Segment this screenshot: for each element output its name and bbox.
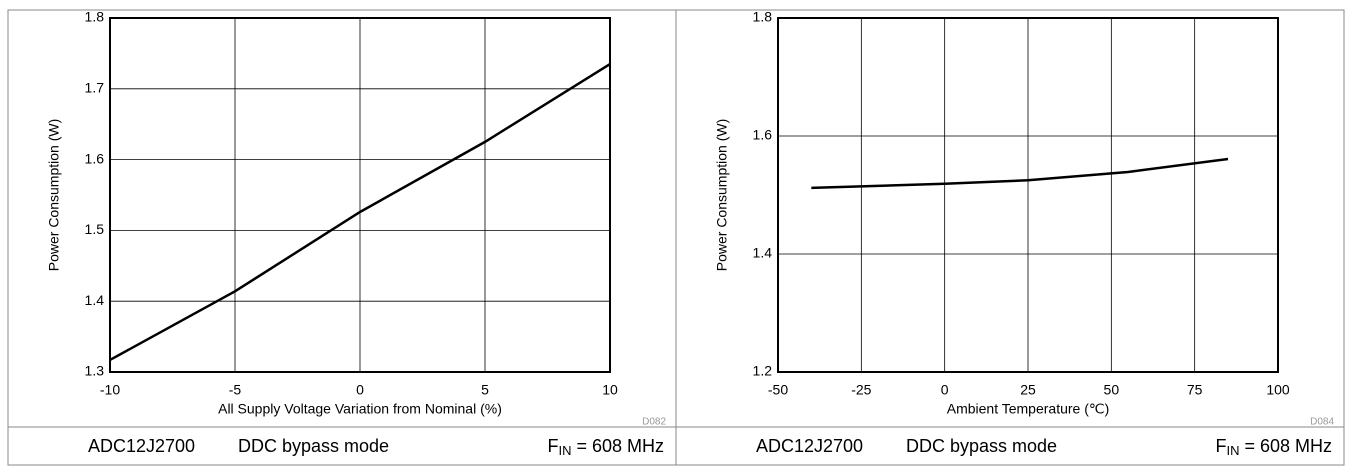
x-tick-label: -50 xyxy=(768,382,788,398)
plot-border xyxy=(109,17,611,373)
fin-symbol: F xyxy=(547,436,558,456)
fin-value: = 608 MHz xyxy=(571,436,664,456)
x-tick-label: 50 xyxy=(1104,382,1120,398)
x-tick-label: 25 xyxy=(1020,382,1036,398)
footer-mode: DDC bypass mode xyxy=(238,436,389,456)
y-tick-label: 1.8 xyxy=(85,9,105,25)
fin-symbol: F xyxy=(1215,436,1226,456)
panel-border xyxy=(675,9,1345,466)
y-tick-label: 1.4 xyxy=(85,292,105,308)
fin-subscript: IN xyxy=(558,443,571,458)
x-tick-label: 10 xyxy=(602,382,618,398)
fin-value: = 608 MHz xyxy=(1239,436,1332,456)
footer-device: ADC12J2700 xyxy=(756,436,863,456)
y-tick-label: 1.5 xyxy=(85,221,105,237)
x-tick-label: -5 xyxy=(229,382,242,398)
y-tick-label: 1.4 xyxy=(753,245,773,261)
x-tick-label: 75 xyxy=(1187,382,1203,398)
y-tick-label: 1.7 xyxy=(85,80,105,96)
y-tick-label: 1.8 xyxy=(753,9,773,25)
x-tick-label: 0 xyxy=(356,382,364,398)
figure-id: D082 xyxy=(642,417,666,428)
data-line xyxy=(109,62,611,362)
y-tick-label: 1.6 xyxy=(85,150,105,166)
plot-border xyxy=(777,17,1279,373)
footer-fin: FIN = 608 MHz xyxy=(1215,436,1332,459)
footer-device: ADC12J2700 xyxy=(88,436,195,456)
x-tick-label: 5 xyxy=(481,382,489,398)
footer-mode: DDC bypass mode xyxy=(906,436,1057,456)
y-tick-label: 1.3 xyxy=(85,363,105,379)
y-axis-label: Power Consumption (W) xyxy=(46,119,62,272)
x-axis-label: All Supply Voltage Variation from Nomina… xyxy=(218,401,502,417)
y-tick-label: 1.6 xyxy=(753,127,773,143)
y-tick-label: 1.2 xyxy=(753,363,773,379)
footer-fin: FIN = 608 MHz xyxy=(547,436,664,459)
x-tick-label: -10 xyxy=(100,382,120,398)
fin-subscript: IN xyxy=(1226,443,1239,458)
x-tick-label: 0 xyxy=(941,382,949,398)
x-axis-label: Ambient Temperature (℃) xyxy=(947,401,1110,417)
y-axis-label: Power Consumption (W) xyxy=(714,119,730,272)
x-tick-label: -25 xyxy=(851,382,871,398)
data-line xyxy=(811,157,1229,190)
figure-id: D084 xyxy=(1310,417,1334,428)
x-tick-label: 100 xyxy=(1266,382,1290,398)
